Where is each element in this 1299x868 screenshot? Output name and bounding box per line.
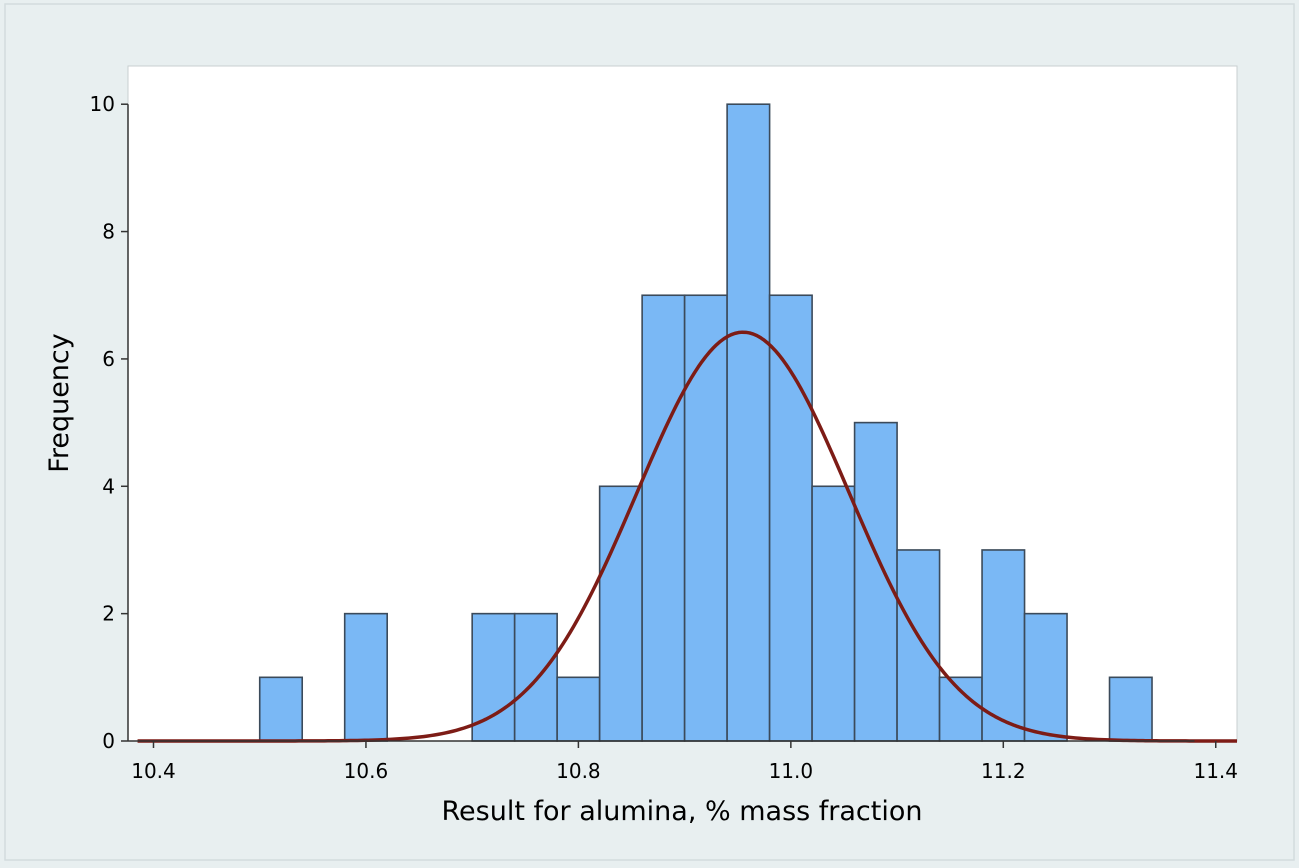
axes: 10.4 10.6 10.8 11.0 11.2 11.4 0 2 4 6 8 10 xyxy=(90,92,1238,783)
histogram-bar xyxy=(1023,612,1068,742)
y-tick-label: 8 xyxy=(102,220,115,244)
x-tick-label: 10.8 xyxy=(556,759,601,783)
histogram-bar xyxy=(726,103,771,742)
histogram-bar xyxy=(598,485,643,742)
histogram-bar xyxy=(981,549,1026,742)
x-tick-label: 10.6 xyxy=(344,759,389,783)
figure-border xyxy=(4,3,1295,861)
histogram-bar xyxy=(938,676,983,742)
y-tick-label: 4 xyxy=(102,474,115,498)
y-tick-label: 6 xyxy=(102,347,115,371)
histogram-bar xyxy=(683,294,728,742)
histogram-bar xyxy=(641,294,686,742)
histogram-bar xyxy=(811,485,856,742)
y-tick-label: 10 xyxy=(90,92,115,116)
histogram-bar xyxy=(1108,676,1153,742)
y-tick-label: 2 xyxy=(102,602,115,626)
y-tick-label: 0 xyxy=(102,729,115,753)
y-axis-label: Frequency xyxy=(44,333,75,473)
x-tick-label: 11.2 xyxy=(981,759,1026,783)
histogram-bar xyxy=(258,676,304,742)
x-tick-label: 11.4 xyxy=(1193,759,1238,783)
histogram-bar xyxy=(556,676,601,742)
histogram-bars xyxy=(258,103,1153,742)
x-tick-label: 10.4 xyxy=(131,759,176,783)
x-tick-label: 11.0 xyxy=(769,759,814,783)
histogram-bar xyxy=(768,294,813,742)
x-axis-label: Result for alumina, % mass fraction xyxy=(441,796,922,827)
histogram-bar xyxy=(343,612,388,742)
histogram-bar xyxy=(896,549,941,742)
